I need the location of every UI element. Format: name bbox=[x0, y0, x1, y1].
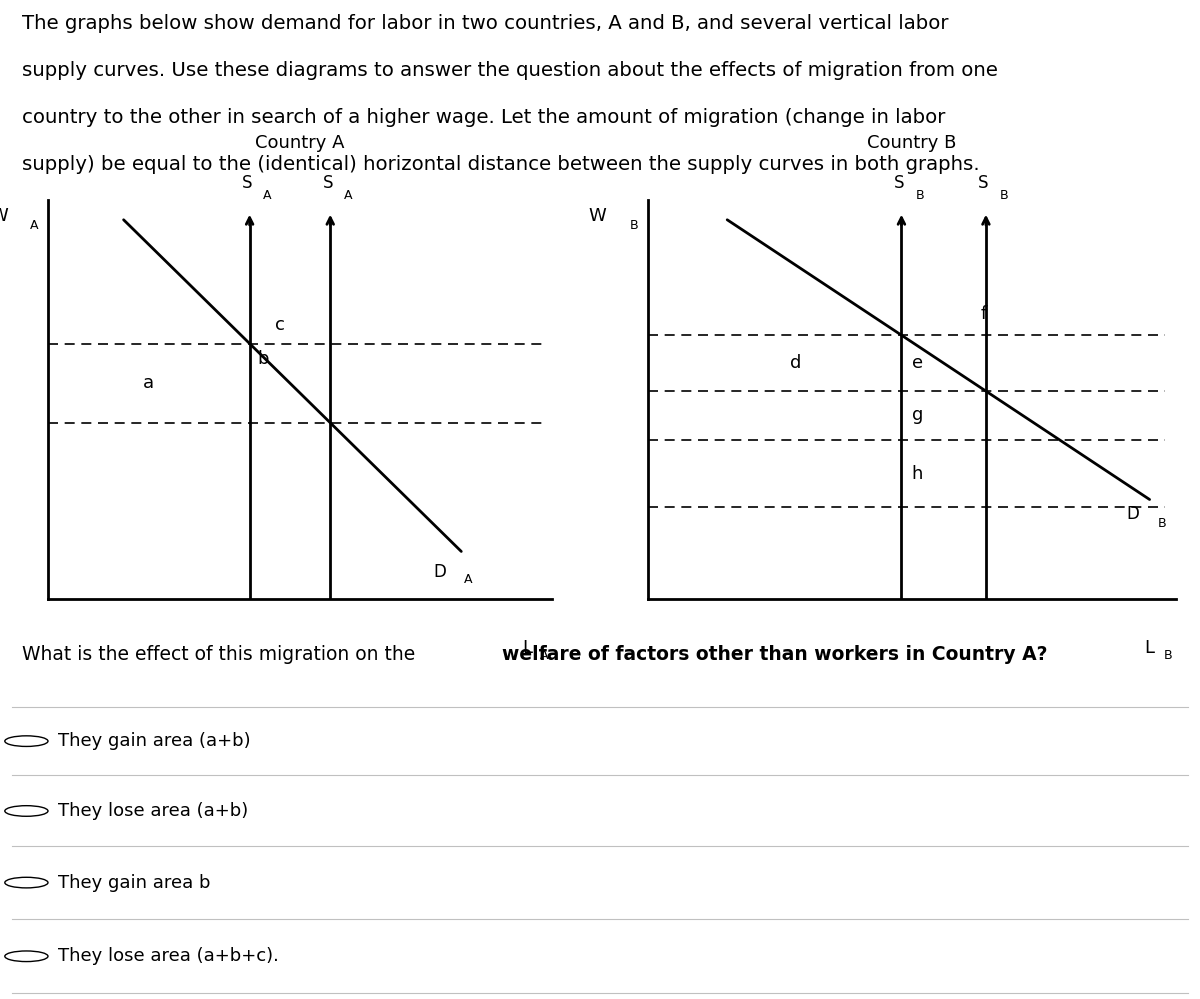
Text: A: A bbox=[540, 649, 548, 662]
Text: The graphs below show demand for labor in two countries, A and B, and several ve: The graphs below show demand for labor i… bbox=[22, 14, 948, 33]
Text: B: B bbox=[916, 189, 924, 202]
Text: A: A bbox=[263, 189, 271, 202]
Text: What is the effect of this migration on the: What is the effect of this migration on … bbox=[22, 645, 421, 664]
Text: supply curves. Use these diagrams to answer the question about the effects of mi: supply curves. Use these diagrams to ans… bbox=[22, 61, 997, 80]
Text: a: a bbox=[143, 375, 155, 393]
Text: A: A bbox=[30, 219, 38, 233]
Text: B: B bbox=[630, 219, 638, 233]
Text: S: S bbox=[323, 174, 332, 192]
Text: S: S bbox=[242, 174, 252, 192]
Text: h: h bbox=[912, 465, 923, 483]
Text: L: L bbox=[1145, 639, 1154, 657]
Text: e: e bbox=[912, 354, 923, 373]
Text: D: D bbox=[433, 563, 446, 581]
Text: B: B bbox=[1164, 649, 1172, 662]
Text: A: A bbox=[343, 189, 352, 202]
Text: Country A: Country A bbox=[256, 134, 344, 152]
Text: B: B bbox=[1158, 517, 1166, 530]
Text: Country B: Country B bbox=[868, 134, 956, 152]
Text: d: d bbox=[790, 354, 802, 373]
Text: welfare of factors other than workers in Country A?: welfare of factors other than workers in… bbox=[502, 645, 1048, 664]
Text: They gain area (a+b): They gain area (a+b) bbox=[58, 732, 251, 750]
Text: D: D bbox=[1126, 505, 1139, 523]
Text: W: W bbox=[0, 207, 7, 225]
Text: W: W bbox=[588, 207, 606, 225]
Text: b: b bbox=[257, 350, 269, 368]
Text: g: g bbox=[912, 407, 923, 425]
Text: supply) be equal to the (identical) horizontal distance between the supply curve: supply) be equal to the (identical) hori… bbox=[22, 155, 979, 174]
Text: c: c bbox=[275, 316, 284, 334]
Text: They gain area b: They gain area b bbox=[58, 873, 210, 891]
Text: They lose area (a+b): They lose area (a+b) bbox=[58, 802, 248, 820]
Text: A: A bbox=[464, 573, 473, 586]
Text: L: L bbox=[522, 639, 532, 657]
Text: S: S bbox=[894, 174, 904, 192]
Text: They lose area (a+b+c).: They lose area (a+b+c). bbox=[58, 947, 278, 965]
Text: f: f bbox=[980, 305, 986, 323]
Text: S: S bbox=[978, 174, 989, 192]
Text: B: B bbox=[1000, 189, 1009, 202]
Text: country to the other in search of a higher wage. Let the amount of migration (ch: country to the other in search of a high… bbox=[22, 108, 944, 127]
